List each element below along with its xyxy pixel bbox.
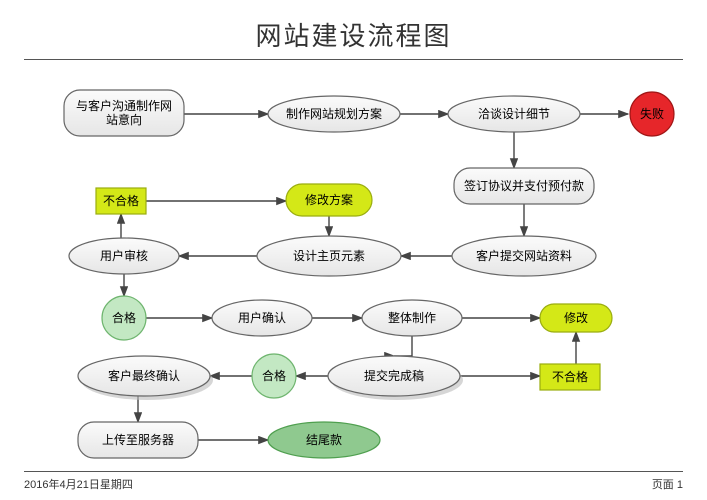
node-revise2: 修改 bbox=[540, 304, 612, 332]
page: 网站建设流程图 与客户沟通制作网站意向 制作网站规划方案 洽谈设计细节 失败签订协议并… bbox=[0, 0, 707, 500]
node-label-build: 整体制作 bbox=[388, 310, 436, 325]
footer-date: 2016年4月21日星期四 bbox=[24, 476, 133, 492]
node-design: 设计主页元素 bbox=[257, 236, 401, 276]
node-label-pass: 合格 bbox=[112, 310, 136, 325]
node-confirm: 用户确认 bbox=[212, 300, 312, 336]
node-label-provide: 客户提交网站资料 bbox=[476, 248, 572, 263]
node-label-review: 用户审核 bbox=[100, 248, 148, 263]
node-label-finalpay: 结尾款 bbox=[306, 433, 342, 447]
node-review: 用户审核 bbox=[69, 238, 179, 274]
node-fail: 失败 bbox=[630, 92, 674, 136]
edge-build-submit bbox=[394, 336, 412, 356]
node-label-contract: 签订协议并支付预付款 bbox=[464, 178, 584, 193]
node-notpass: 不合格 bbox=[96, 188, 146, 214]
node-label-design: 设计主页元素 bbox=[293, 249, 365, 263]
node-label-revise: 修改方案 bbox=[305, 192, 353, 207]
node-pass: 合格 bbox=[102, 296, 146, 340]
node-label-confirm: 用户确认 bbox=[238, 310, 286, 325]
node-contract: 签订协议并支付预付款 bbox=[454, 168, 594, 204]
node-plan: 制作网站规划方案 bbox=[268, 96, 400, 132]
node-finalconfirm: 客户最终确认 bbox=[78, 356, 213, 400]
node-negotiate: 洽谈设计细节 bbox=[448, 96, 580, 132]
node-label-upload: 上传至服务器 bbox=[102, 432, 174, 447]
node-label-fail: 失败 bbox=[640, 106, 664, 121]
node-upload: 上传至服务器 bbox=[78, 422, 198, 458]
node-label-notpass2: 不合格 bbox=[552, 369, 588, 384]
footer-page: 页面 1 bbox=[652, 476, 683, 492]
node-label-submit: 提交完成稿 bbox=[364, 368, 424, 383]
node-label-plan: 制作网站规划方案 bbox=[286, 106, 382, 121]
node-build: 整体制作 bbox=[362, 300, 462, 336]
node-label-negotiate: 洽谈设计细节 bbox=[478, 107, 550, 121]
node-label-pass2: 合格 bbox=[262, 368, 286, 383]
node-submit: 提交完成稿 bbox=[328, 356, 463, 400]
node-pass2: 合格 bbox=[252, 354, 296, 398]
node-notpass2: 不合格 bbox=[540, 364, 600, 390]
nodes: 与客户沟通制作网站意向 制作网站规划方案 洽谈设计细节 失败签订协议并支付预付款不合格… bbox=[64, 90, 674, 458]
node-label-revise2: 修改 bbox=[564, 310, 588, 325]
node-communicate: 与客户沟通制作网站意向 bbox=[64, 90, 184, 136]
node-label-finalconfirm: 客户最终确认 bbox=[108, 368, 180, 383]
node-label-notpass: 不合格 bbox=[103, 193, 139, 208]
node-provide: 客户提交网站资料 bbox=[452, 236, 596, 276]
footer: 2016年4月21日星期四 页面 1 bbox=[24, 471, 683, 492]
node-revise: 修改方案 bbox=[286, 184, 372, 216]
flowchart-canvas: 与客户沟通制作网站意向 制作网站规划方案 洽谈设计细节 失败签订协议并支付预付款不合格… bbox=[24, 60, 683, 460]
page-title: 网站建设流程图 bbox=[24, 16, 683, 53]
node-finalpay: 结尾款 bbox=[268, 422, 380, 458]
flowchart-svg: 与客户沟通制作网站意向 制作网站规划方案 洽谈设计细节 失败签订协议并支付预付款不合格… bbox=[24, 60, 684, 460]
